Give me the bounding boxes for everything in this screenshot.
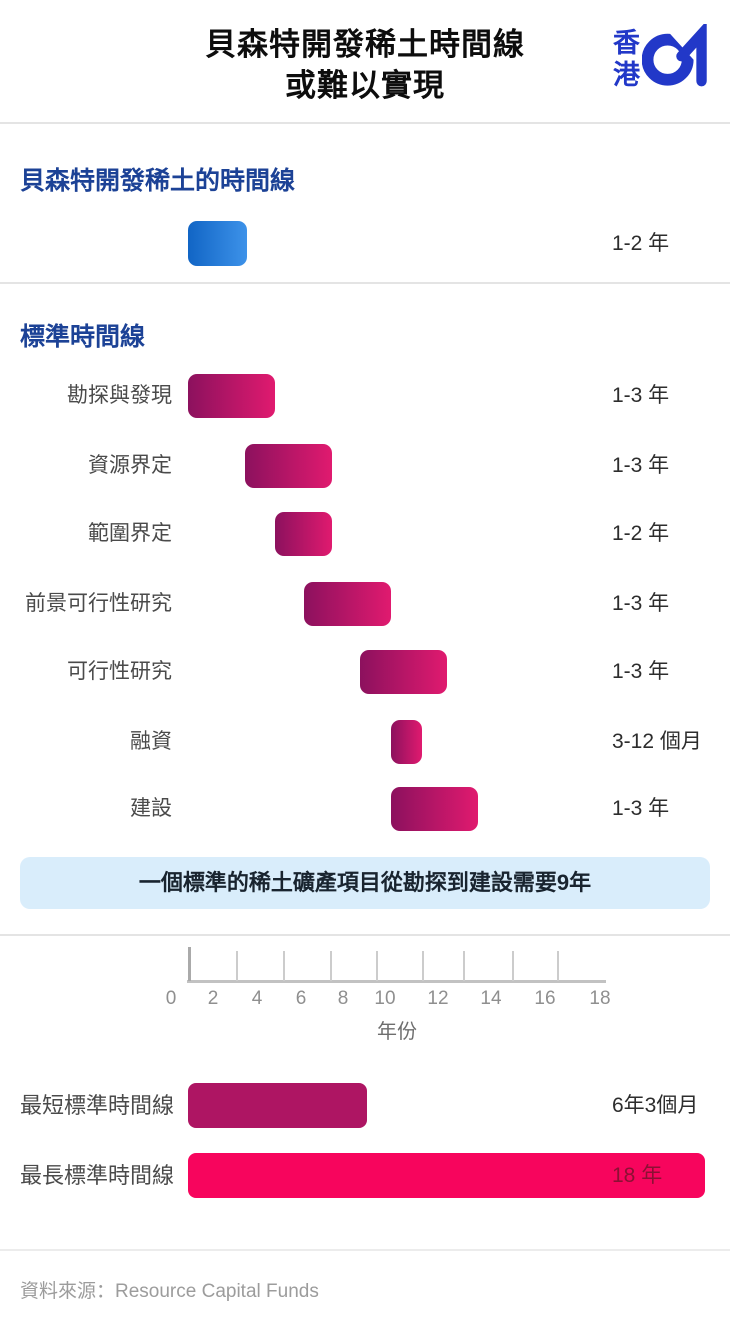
row-label: 最短標準時間線 xyxy=(20,1093,175,1118)
duration-label: 3-12 個月 xyxy=(612,730,702,753)
timeline-row: 建設 1-3 年 xyxy=(0,787,730,831)
value-label: 6年3個月 xyxy=(612,1094,699,1117)
axis-tick xyxy=(463,951,465,981)
duration-label: 1-3 年 xyxy=(612,797,670,820)
section-heading-standard: 標準時間線 xyxy=(20,323,146,351)
row-label: 勘探與發現 xyxy=(67,384,172,407)
axis-tick-label: 12 xyxy=(427,988,449,1009)
axis-tick-label: 16 xyxy=(534,988,556,1009)
page-title-line2: 或難以實現 xyxy=(285,68,445,103)
source-note: 資料來源：Resource Capital Funds xyxy=(20,1281,319,1302)
axis-tick-label: 10 xyxy=(374,988,396,1009)
duration-label: 1-3 年 xyxy=(612,454,670,477)
axis-tick xyxy=(557,951,559,981)
axis-tick xyxy=(376,951,378,981)
summary-row-shortest: 最短標準時間線 6年3個月 xyxy=(0,1083,730,1128)
section-divider xyxy=(0,934,730,936)
axis-tick xyxy=(283,951,285,981)
bar-resource-definition xyxy=(245,444,332,488)
x-axis: 年份 0 2 4 6 8 10 12 14 16 18 xyxy=(0,947,730,1047)
axis-tick-label: 2 xyxy=(207,988,219,1009)
axis-tick xyxy=(188,947,191,981)
bar-longest-timeline xyxy=(188,1153,705,1198)
bar-scoping xyxy=(275,512,332,556)
section-divider xyxy=(0,282,730,284)
hk01-logo: 香 港 xyxy=(613,24,714,94)
axis-tick-label: 0 xyxy=(165,988,177,1009)
value-label: 18 年 xyxy=(612,1164,663,1187)
bar-shortest-timeline xyxy=(188,1083,367,1128)
axis-tick-label: 8 xyxy=(337,988,349,1009)
axis-tick xyxy=(330,951,332,981)
logo-char-kong: 港 xyxy=(613,60,640,90)
hk01-logo-characters: 香 港 xyxy=(613,27,640,91)
summary-row-longest: 最長標準時間線 18 年 xyxy=(0,1153,730,1198)
bar-bessent xyxy=(188,221,247,266)
timeline-row: 前景可行性研究 1-3 年 xyxy=(0,582,730,626)
axis-tick xyxy=(236,951,238,981)
bar-financing xyxy=(391,720,422,764)
row-label: 融資 xyxy=(130,730,172,753)
timeline-row: 可行性研究 1-3 年 xyxy=(0,650,730,694)
x-axis-line xyxy=(187,980,606,983)
section-heading-bessent: 貝森特開發稀土的時間線 xyxy=(20,167,296,195)
duration-label: 1-2 年 xyxy=(612,232,670,255)
row-label: 最長標準時間線 xyxy=(20,1163,175,1188)
bar-feasibility xyxy=(360,650,447,694)
timeline-row: 資源界定 1-3 年 xyxy=(0,444,730,488)
page-title: 貝森特開發稀土時間線 或難以實現 xyxy=(0,24,730,106)
page-title-line1: 貝森特開發稀土時間線 xyxy=(205,27,525,62)
header-divider xyxy=(0,122,730,124)
duration-label: 1-2 年 xyxy=(612,522,670,545)
axis-tick-label: 18 xyxy=(589,988,611,1009)
logo-char-hong: 香 xyxy=(613,28,640,58)
timeline-row: 融資 3-12 個月 xyxy=(0,720,730,764)
bar-construction xyxy=(391,787,478,831)
row-label: 資源界定 xyxy=(88,454,172,477)
bar-prefeasibility xyxy=(304,582,391,626)
duration-label: 1-3 年 xyxy=(612,592,670,615)
axis-tick-label: 6 xyxy=(295,988,307,1009)
axis-tick xyxy=(422,951,424,981)
axis-tick-label: 4 xyxy=(251,988,263,1009)
row-label: 可行性研究 xyxy=(67,660,172,683)
axis-tick-label: 14 xyxy=(480,988,502,1009)
summary-callout: 一個標準的稀土礦產項目從勘探到建設需要9年 xyxy=(20,857,710,909)
duration-label: 1-3 年 xyxy=(612,384,670,407)
duration-label: 1-3 年 xyxy=(612,660,670,683)
footer-divider xyxy=(0,1249,730,1251)
row-label: 範圍界定 xyxy=(88,522,172,545)
hk01-01-icon xyxy=(642,24,707,87)
timeline-row: 範圍界定 1-2 年 xyxy=(0,512,730,556)
timeline-row-bessent: 1-2 年 xyxy=(0,221,730,266)
timeline-row: 勘探與發現 1-3 年 xyxy=(0,374,730,418)
axis-tick xyxy=(512,951,514,981)
bar-exploration xyxy=(188,374,275,418)
row-label: 前景可行性研究 xyxy=(25,592,172,615)
x-axis-title: 年份 xyxy=(377,1021,417,1043)
row-label: 建設 xyxy=(130,797,172,820)
